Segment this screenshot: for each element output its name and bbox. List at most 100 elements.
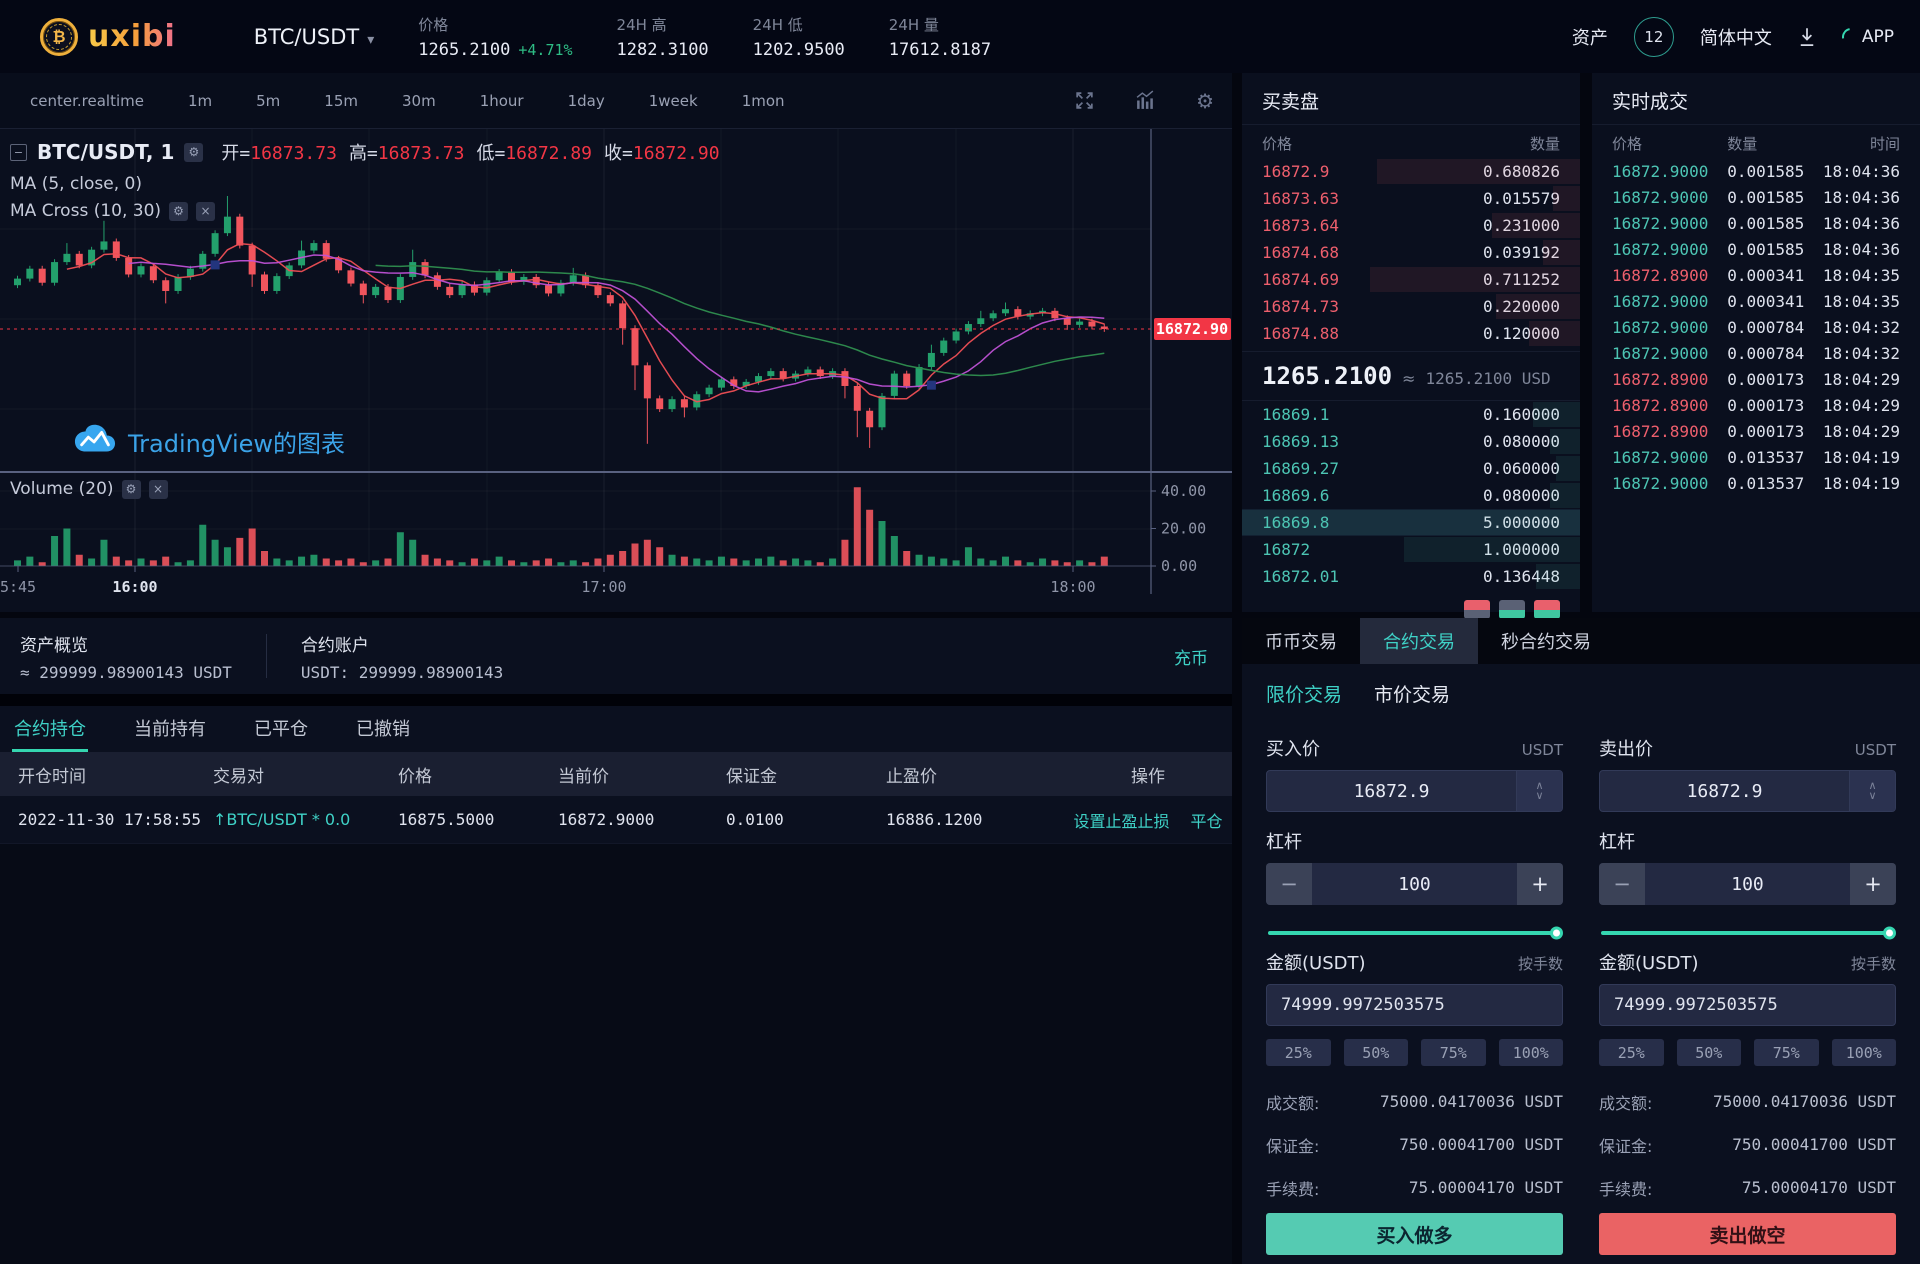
- price-chart[interactable]: 16872.90 40.00 20.00 0.00 5:45 16:00 17:00 18:0…: [0, 129, 1232, 612]
- percent-button-75[interactable]: 75%: [1754, 1039, 1819, 1066]
- orderbook-ask-row[interactable]: 16873.64 0.231000: [1242, 212, 1580, 239]
- buy-by-lots-toggle[interactable]: 按手数: [1517, 955, 1563, 973]
- trade-row: 16872.9000 0.013537 18:04:19: [1592, 444, 1920, 470]
- indicator-chart-icon[interactable]: [1135, 90, 1156, 111]
- trade-price: 16872.9000: [1612, 161, 1709, 181]
- sell-by-lots-toggle[interactable]: 按手数: [1850, 955, 1896, 973]
- timeframe-center-realtime[interactable]: center.realtime: [30, 91, 144, 110]
- timeframe-30m[interactable]: 30m: [401, 91, 436, 110]
- buy-amount-input[interactable]: [1267, 995, 1562, 1015]
- positions-tab-0[interactable]: 合约持仓: [12, 706, 88, 752]
- pair-selector[interactable]: BTC/USDT ▾: [254, 25, 374, 49]
- orderbook-bid-row[interactable]: 16869.27 0.060000: [1242, 455, 1580, 482]
- timeframe-15m[interactable]: 15m: [324, 91, 358, 110]
- orderbook-ask-row[interactable]: 16874.68 0.039192: [1242, 239, 1580, 266]
- tradingview-attribution[interactable]: TradingView的图表: [74, 421, 345, 461]
- timeframe-1mon[interactable]: 1mon: [741, 91, 785, 110]
- stat-label: 24H 量: [888, 15, 939, 34]
- orderbook-bid-row[interactable]: 16872.01 0.136448: [1242, 563, 1580, 590]
- book-view-bids-icon[interactable]: [1499, 600, 1525, 619]
- trade-type-tab-2[interactable]: 秒合约交易: [1501, 632, 1591, 653]
- leverage-minus-button[interactable]: −: [1266, 863, 1312, 905]
- close-icon[interactable]: ×: [196, 201, 216, 221]
- timeframe-1week[interactable]: 1week: [648, 91, 698, 110]
- orderbook-ask-row[interactable]: 16873.63 0.015579: [1242, 185, 1580, 212]
- orderbook-ask-row[interactable]: 16872.9 0.680826: [1242, 158, 1580, 185]
- gear-icon[interactable]: ⚙: [1196, 88, 1214, 113]
- trade-time: 18:04:36: [1822, 187, 1900, 207]
- trade-qty: 0.001585: [1727, 239, 1805, 259]
- percent-button-50[interactable]: 50%: [1676, 1039, 1741, 1066]
- positions-tab-1[interactable]: 当前持有: [134, 718, 206, 740]
- positions-tab-3[interactable]: 已撤销: [356, 718, 410, 740]
- trade-price: 16872.9000: [1612, 187, 1709, 207]
- volume-legend: Volume (20) ⚙ ×: [10, 479, 168, 499]
- percent-button-25[interactable]: 25%: [1266, 1039, 1331, 1066]
- timeframe-1day[interactable]: 1day: [567, 91, 605, 110]
- timeframe-5m[interactable]: 5m: [256, 91, 281, 110]
- deposit-link[interactable]: 充币: [1174, 648, 1208, 669]
- sell-price-stepper[interactable]: ∧ ∨: [1849, 771, 1895, 811]
- orderbook-bid-row[interactable]: 16869.13 0.080000: [1242, 428, 1580, 455]
- depth-bar: [1532, 402, 1580, 427]
- notification-badge[interactable]: 12: [1633, 16, 1674, 57]
- assets-link[interactable]: 资产: [1571, 27, 1608, 49]
- language-selector[interactable]: 简体中文: [1699, 27, 1772, 49]
- collapse-icon[interactable]: −: [10, 143, 27, 161]
- sell-amount-input[interactable]: [1600, 995, 1895, 1015]
- buy-price-stepper[interactable]: ∧ ∨: [1516, 771, 1562, 811]
- book-view-both-icon[interactable]: [1534, 600, 1560, 619]
- orderbook-bid-row[interactable]: 16869.6 0.080000: [1242, 482, 1580, 509]
- orderbook-bid-row[interactable]: 16869.1 0.160000: [1242, 401, 1580, 428]
- set-tp-sl-link[interactable]: 设置止盈止损: [1073, 811, 1170, 831]
- trade-type-tab-0[interactable]: 币币交易: [1265, 632, 1337, 653]
- book-view-asks-icon[interactable]: [1464, 600, 1490, 619]
- sell-price-input[interactable]: [1600, 771, 1849, 811]
- percent-button-75[interactable]: 75%: [1421, 1039, 1486, 1066]
- leverage-plus-button[interactable]: +: [1517, 863, 1563, 905]
- leverage-minus-button[interactable]: −: [1599, 863, 1645, 905]
- leverage-plus-button[interactable]: +: [1850, 863, 1896, 905]
- summary-row: 成交额: 75000.04170036 USDT: [1599, 1080, 1896, 1123]
- percent-button-50[interactable]: 50%: [1343, 1039, 1408, 1066]
- gear-icon[interactable]: ⚙: [121, 479, 141, 499]
- sell-short-button[interactable]: 卖出做空: [1599, 1213, 1896, 1255]
- ask-qty: 0.680826: [1482, 162, 1560, 181]
- percent-button-100[interactable]: 100%: [1498, 1039, 1563, 1066]
- trade-price: 16872.9000: [1612, 239, 1709, 259]
- depth-bar: [1549, 483, 1580, 508]
- trade-row: 16872.9000 0.000784 18:04:32: [1592, 340, 1920, 366]
- buy-long-button[interactable]: 买入做多: [1266, 1213, 1563, 1255]
- close-position-link[interactable]: 平仓: [1190, 811, 1223, 831]
- fullscreen-icon[interactable]: [1074, 90, 1095, 111]
- download-icon[interactable]: [1798, 27, 1816, 47]
- orderbook-bid-row[interactable]: 16872 1.000000: [1242, 536, 1580, 563]
- orderbook-bid-row[interactable]: 16869.8 5.000000: [1242, 509, 1580, 536]
- order-type-tab-1[interactable]: 市价交易: [1374, 684, 1451, 706]
- slider-thumb[interactable]: [1550, 926, 1563, 940]
- close-icon[interactable]: ×: [148, 479, 168, 499]
- percent-button-25[interactable]: 25%: [1599, 1039, 1664, 1066]
- app-download-link[interactable]: APP: [1838, 23, 1894, 50]
- trade-type-tab-1[interactable]: 合约交易: [1360, 618, 1478, 664]
- order-type-tab-0[interactable]: 限价交易: [1266, 684, 1343, 706]
- orderbook-ask-row[interactable]: 16874.73 0.220000: [1242, 293, 1580, 320]
- gear-icon[interactable]: ⚙: [169, 201, 189, 221]
- trade-qty: 0.000341: [1727, 265, 1805, 285]
- timeframe-1hour[interactable]: 1hour: [479, 91, 524, 110]
- sell-leverage-slider[interactable]: [1601, 926, 1896, 940]
- ask-qty: 0.711252: [1482, 270, 1560, 289]
- percent-button-100[interactable]: 100%: [1831, 1039, 1896, 1066]
- orderbook-ask-row[interactable]: 16874.88 0.120000: [1242, 320, 1580, 347]
- orderbook-columns: 价格 数量: [1262, 135, 1560, 153]
- buy-percent-buttons: 25% 50% 75% 100%: [1266, 1039, 1563, 1066]
- svg-text:0.00: 0.00: [1161, 557, 1197, 575]
- trade-price: 16872.9000: [1612, 213, 1709, 233]
- buy-price-input[interactable]: [1267, 771, 1516, 811]
- gear-icon[interactable]: ⚙: [184, 142, 204, 162]
- slider-thumb[interactable]: [1883, 926, 1896, 940]
- positions-tab-2[interactable]: 已平仓: [254, 718, 308, 740]
- orderbook-ask-row[interactable]: 16874.69 0.711252: [1242, 266, 1580, 293]
- buy-leverage-slider[interactable]: [1268, 926, 1563, 940]
- timeframe-1m[interactable]: 1m: [187, 91, 213, 110]
